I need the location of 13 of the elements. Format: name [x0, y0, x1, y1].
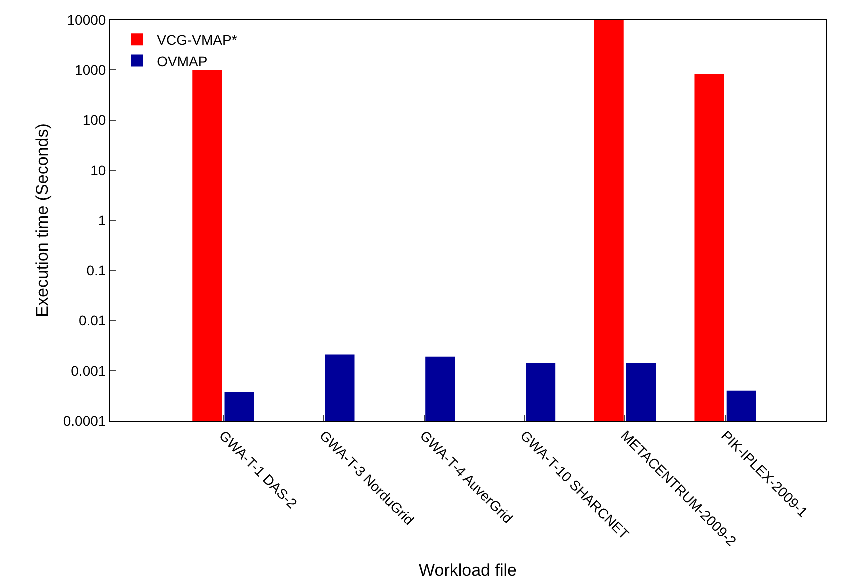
y-axis-title: Execution time (Seconds) [32, 124, 52, 318]
x-axis-title: Workload file [419, 560, 517, 580]
y-tick-label: 10000 [67, 12, 106, 28]
legend-label: VCG-VMAP* [157, 32, 238, 48]
y-tick-label: 0.0001 [63, 412, 106, 429]
y-tick-label: 1000 [75, 62, 106, 78]
y-tick-label: 100 [82, 112, 106, 128]
y-tick-label: 0.001 [71, 362, 106, 379]
y-tick-label: 1 [98, 212, 106, 228]
y-tick-label: 10 [90, 162, 106, 178]
y-tick-label: 0.1 [86, 262, 106, 279]
y-tick-label: 0.01 [78, 312, 106, 329]
legend-label: OVMAP [157, 53, 208, 70]
